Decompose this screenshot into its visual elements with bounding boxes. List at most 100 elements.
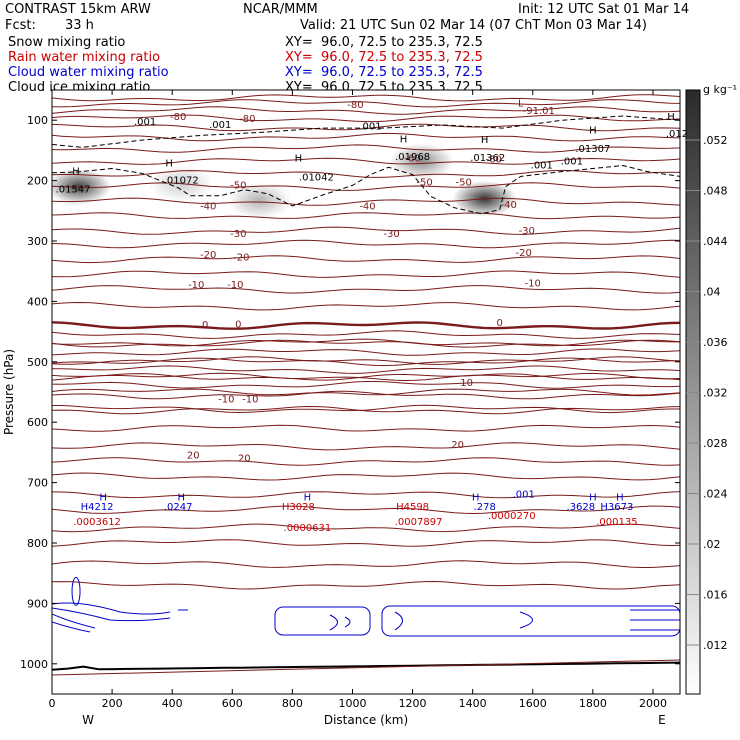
x-tick-label: 2000 — [639, 697, 667, 710]
cloud-ice-max-label: .01968 — [395, 152, 430, 163]
temperature-contour — [52, 114, 680, 123]
field-xy-rain: XY= 96.0, 72.5 to 235.3, 72.5 — [285, 50, 483, 65]
snow-shading-blob-1 — [389, 143, 454, 180]
cloud-ice-label: .001 — [134, 117, 156, 128]
cloud-water-contour — [52, 602, 171, 615]
temperature-label: -20 — [233, 252, 249, 263]
x-tick-label: 1200 — [399, 697, 427, 710]
surface-pressure-line — [52, 661, 680, 671]
plot-border — [51, 89, 681, 695]
y-tick-label: 1000 — [20, 658, 48, 671]
snow-shading-blob-0 — [52, 168, 112, 205]
y-tick-label: 400 — [27, 295, 48, 308]
temperature-contour — [52, 321, 680, 330]
max-marker: H — [165, 159, 173, 170]
colorbar-tick-label: .044 — [703, 235, 728, 248]
cloud-water-contour — [52, 613, 96, 629]
cloud-water-contours — [52, 576, 680, 637]
cloud-ice-label: .001 — [531, 161, 553, 172]
max-marker: H — [481, 135, 489, 146]
y-tick-label: 600 — [27, 416, 48, 429]
cloud-water-contour — [519, 611, 533, 629]
temperature-contour — [52, 94, 680, 102]
field-name-snow: Snow mixing ratio — [8, 35, 126, 50]
header-model: CONTRAST 15km ARW — [5, 2, 151, 17]
cloud-ice-label: .001 — [209, 120, 231, 131]
x-axis-label: Distance (km) — [324, 713, 408, 727]
temperature-label: -40 — [359, 202, 375, 213]
colorbar-tick-label: .036 — [703, 336, 728, 349]
temperature-label: -60 — [404, 153, 420, 164]
rain-water-max-label: .0003612 — [73, 517, 121, 528]
cloud-water-contour — [52, 607, 171, 622]
temperature-contour — [52, 365, 680, 374]
temperature-contour — [52, 472, 680, 481]
header-org: NCAR/MMM — [243, 2, 318, 17]
cloud-water-contour — [71, 576, 81, 606]
colorbar-tick-label: .032 — [703, 387, 728, 400]
cloud-ice-max-label: .01307 — [575, 144, 610, 155]
x-tick-label: 1000 — [338, 697, 366, 710]
temperature-contour — [52, 226, 680, 235]
temperature-label: -10 — [525, 278, 541, 289]
temperature-contour — [52, 405, 680, 415]
cloud-water-contour — [274, 606, 371, 636]
x-tick-label: 1400 — [459, 697, 487, 710]
axes: 0 200 400 600 800 1000 1200 1400 1600 1800 2000100… — [2, 89, 681, 727]
cloud-water-max-label: .0247 — [164, 502, 193, 513]
rain-water-max-label: .0000631 — [284, 523, 332, 534]
field-xy-snow: XY= 96.0, 72.5 to 235.3, 72.5 — [285, 35, 483, 50]
y-tick-label: 900 — [27, 597, 48, 610]
temperature-contour — [52, 132, 680, 142]
cloud-ice-max-label: .01362 — [470, 153, 505, 164]
temperature-contour — [52, 301, 680, 311]
temperature-contour — [52, 106, 680, 115]
cloud-water-contour — [630, 609, 680, 631]
x-tick-label: 800 — [282, 697, 303, 710]
temperature-contour — [52, 285, 680, 294]
cloud-ice-label: -91.01 — [523, 106, 555, 117]
temperature-label: -40 — [200, 202, 216, 213]
max-marker: H — [99, 493, 107, 504]
temperature-contour — [52, 99, 680, 108]
temperature-label: -80 — [347, 100, 363, 111]
temperature-label: -80 — [170, 112, 186, 123]
field-name-rain: Rain water mixing ratio — [8, 50, 161, 65]
temperature-contour — [52, 144, 680, 153]
temperature-label: 20 — [451, 440, 464, 451]
cloud-water-contour — [394, 611, 403, 631]
cloud-water-max-label: .3628 — [567, 502, 596, 513]
header-valid: Valid: 21 UTC Sun 02 Mar 14 (07 ChT Mon … — [300, 18, 647, 33]
max-marker: H — [400, 135, 408, 146]
max-marker: H — [472, 493, 480, 504]
cloud-ice-contours — [52, 115, 680, 215]
cloud-water-max-label: .001 — [513, 490, 535, 501]
temperature-label: 10 — [460, 378, 473, 389]
rain-water-max-label: .0000270 — [488, 511, 536, 522]
temperature-contour — [52, 505, 680, 515]
cloud-ice-label: .001 — [359, 121, 381, 132]
cloud-ice-max-label: .012 — [666, 129, 688, 140]
rain-water-max-label: H4598 — [396, 502, 429, 513]
cloud-water-contour — [52, 621, 91, 633]
max-marker: H — [616, 493, 624, 504]
colorbar-tick-label: .012 — [703, 639, 728, 652]
colorbar-tick-label: .02 — [703, 538, 721, 551]
cloud-water-max-label: H3673 — [600, 502, 633, 513]
temperature-contour — [52, 523, 680, 533]
temperature-contour — [52, 381, 680, 389]
temperature-contour — [52, 373, 680, 381]
temperature-label: -30 — [230, 229, 246, 240]
temperature-contour — [52, 659, 680, 676]
temperature-contour — [52, 157, 680, 165]
y-tick-label: 700 — [27, 477, 48, 490]
temperature-contour — [52, 338, 680, 347]
y-axis-label: Pressure (hPa) — [2, 349, 16, 435]
temperature-contour — [52, 491, 680, 499]
temperature-label: -20 — [516, 248, 532, 259]
cloud-water-contour — [329, 614, 351, 631]
colorbar-tick-label: .04 — [703, 286, 721, 299]
colorbar-unit: g kg⁻¹ — [703, 83, 737, 96]
temperature-label: -50 — [416, 177, 432, 188]
temperature-contour — [52, 239, 680, 249]
